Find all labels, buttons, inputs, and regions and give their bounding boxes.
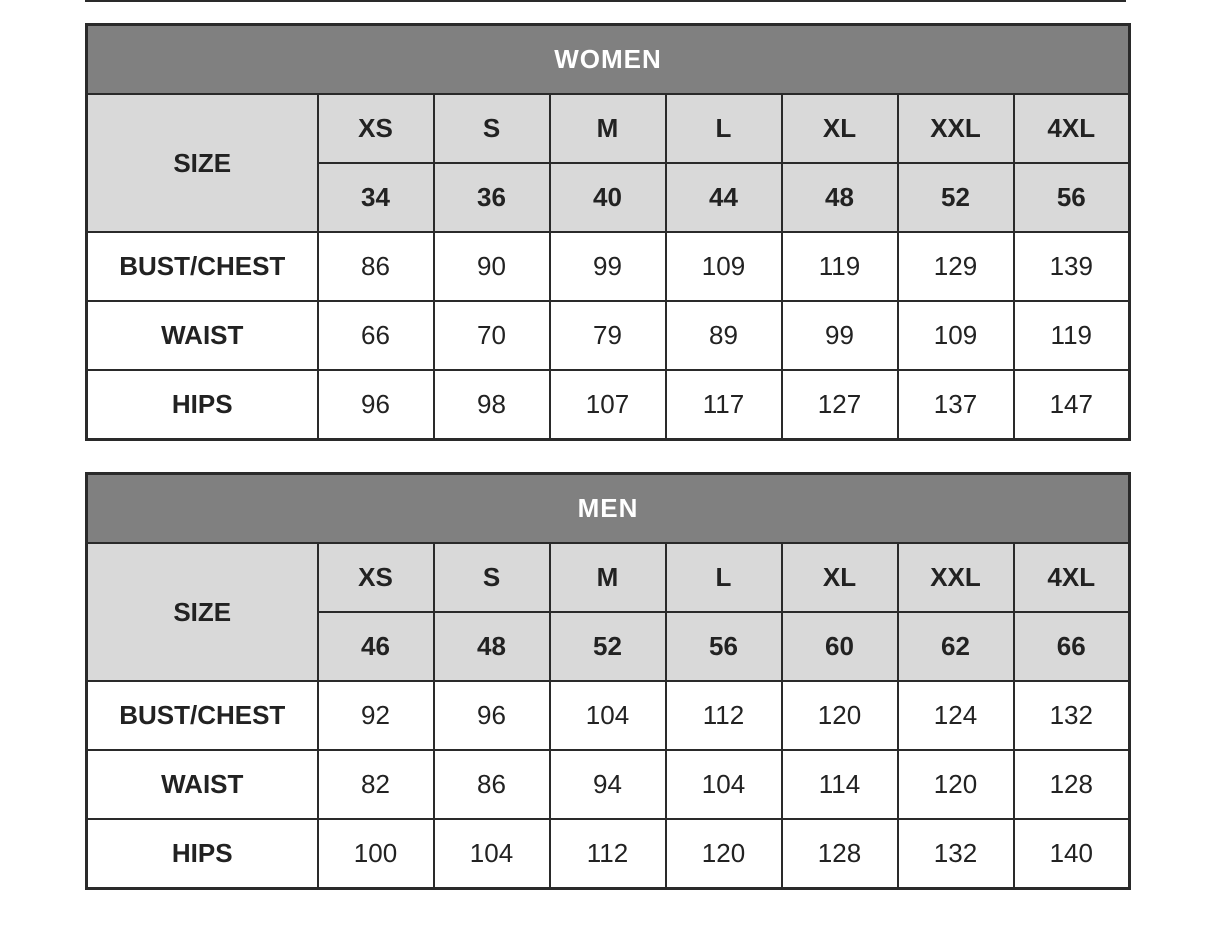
row-label: BUST/CHEST — [85, 231, 319, 302]
measurement-cell: 104 — [432, 818, 551, 890]
size-letter: L — [664, 93, 783, 164]
measurement-cell: 132 — [896, 818, 1015, 890]
size-number: 40 — [548, 162, 667, 233]
size-number: 44 — [664, 162, 783, 233]
table-row: HIPS 100 104 112 120 128 132 140 — [85, 818, 1131, 890]
women-size-table: WOMEN SIZE XS S M L XL XXL 4XL 34 36 40 44 48 52 56 BUST… — [85, 23, 1132, 441]
previous-table-bottom-edge — [85, 0, 1126, 2]
size-label: SIZE — [85, 93, 319, 233]
row-label: BUST/CHEST — [85, 680, 319, 751]
measurement-cell: 94 — [548, 749, 667, 820]
size-number: 52 — [548, 611, 667, 682]
measurement-cell: 89 — [664, 300, 783, 371]
size-number: 46 — [316, 611, 435, 682]
size-letter: S — [432, 542, 551, 613]
measurement-cell: 96 — [316, 369, 435, 441]
table-row: BUST/CHEST 86 90 99 109 119 129 139 — [85, 231, 1131, 302]
measurement-cell: 124 — [896, 680, 1015, 751]
measurement-cell: 99 — [780, 300, 899, 371]
size-number: 48 — [432, 611, 551, 682]
row-label: WAIST — [85, 300, 319, 371]
size-number: 62 — [896, 611, 1015, 682]
table-row: WAIST 82 86 94 104 114 120 128 — [85, 749, 1131, 820]
measurement-cell: 120 — [664, 818, 783, 890]
size-letter: M — [548, 93, 667, 164]
measurement-cell: 140 — [1012, 818, 1131, 890]
measurement-cell: 112 — [664, 680, 783, 751]
size-letter: L — [664, 542, 783, 613]
size-letter: XS — [316, 93, 435, 164]
table-row: HIPS 96 98 107 117 127 137 147 — [85, 369, 1131, 441]
measurement-cell: 129 — [896, 231, 1015, 302]
measurement-cell: 96 — [432, 680, 551, 751]
table-title: WOMEN — [85, 23, 1131, 95]
measurement-cell: 100 — [316, 818, 435, 890]
measurement-cell: 147 — [1012, 369, 1131, 441]
size-number: 52 — [896, 162, 1015, 233]
measurement-cell: 86 — [316, 231, 435, 302]
measurement-cell: 119 — [780, 231, 899, 302]
measurement-cell: 120 — [780, 680, 899, 751]
measurement-cell: 98 — [432, 369, 551, 441]
measurement-cell: 90 — [432, 231, 551, 302]
size-number: 48 — [780, 162, 899, 233]
size-number: 60 — [780, 611, 899, 682]
measurement-cell: 132 — [1012, 680, 1131, 751]
table-row: WAIST 66 70 79 89 99 109 119 — [85, 300, 1131, 371]
measurement-cell: 127 — [780, 369, 899, 441]
measurement-cell: 66 — [316, 300, 435, 371]
measurement-cell: 119 — [1012, 300, 1131, 371]
table-row: BUST/CHEST 92 96 104 112 120 124 132 — [85, 680, 1131, 751]
measurement-cell: 79 — [548, 300, 667, 371]
size-letter: XXL — [896, 542, 1015, 613]
measurement-cell: 128 — [1012, 749, 1131, 820]
row-label: HIPS — [85, 818, 319, 890]
measurement-cell: 139 — [1012, 231, 1131, 302]
size-number: 56 — [1012, 162, 1131, 233]
size-number: 34 — [316, 162, 435, 233]
measurement-cell: 114 — [780, 749, 899, 820]
size-letter: 4XL — [1012, 542, 1131, 613]
row-label: WAIST — [85, 749, 319, 820]
measurement-cell: 99 — [548, 231, 667, 302]
measurement-cell: 92 — [316, 680, 435, 751]
size-letter: XL — [780, 542, 899, 613]
measurement-cell: 128 — [780, 818, 899, 890]
measurement-cell: 137 — [896, 369, 1015, 441]
size-number: 56 — [664, 611, 783, 682]
measurement-cell: 109 — [896, 300, 1015, 371]
measurement-cell: 109 — [664, 231, 783, 302]
size-number: 66 — [1012, 611, 1131, 682]
measurement-cell: 112 — [548, 818, 667, 890]
size-letter: XL — [780, 93, 899, 164]
measurement-cell: 104 — [548, 680, 667, 751]
measurement-cell: 104 — [664, 749, 783, 820]
size-letter: 4XL — [1012, 93, 1131, 164]
size-letter: XXL — [896, 93, 1015, 164]
measurement-cell: 86 — [432, 749, 551, 820]
men-size-table: MEN SIZE XS S M L XL XXL 4XL 46 48 52 56 60 62 66 BUST/C… — [85, 472, 1132, 890]
measurement-cell: 70 — [432, 300, 551, 371]
measurement-cell: 82 — [316, 749, 435, 820]
size-letter: XS — [316, 542, 435, 613]
size-letter: S — [432, 93, 551, 164]
size-letter: M — [548, 542, 667, 613]
size-number: 36 — [432, 162, 551, 233]
row-label: HIPS — [85, 369, 319, 441]
measurement-cell: 117 — [664, 369, 783, 441]
measurement-cell: 107 — [548, 369, 667, 441]
table-title: MEN — [85, 472, 1131, 544]
measurement-cell: 120 — [896, 749, 1015, 820]
size-label: SIZE — [85, 542, 319, 682]
